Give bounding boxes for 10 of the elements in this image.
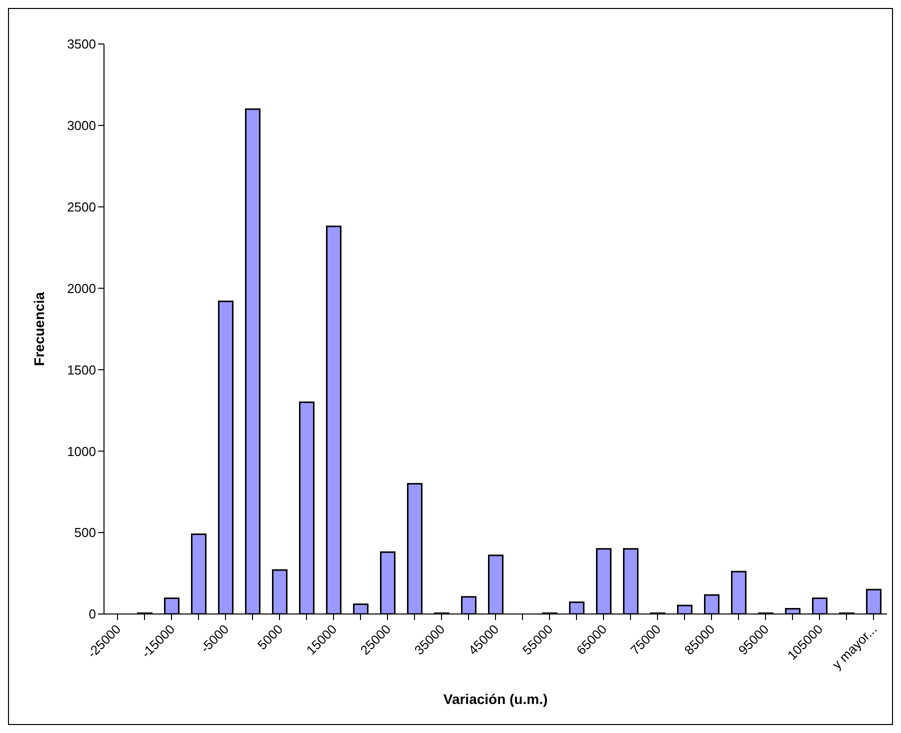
y-tick-label: 2500 (67, 199, 96, 214)
y-tick-label: 1500 (67, 362, 96, 378)
y-tick-label: 3000 (67, 118, 96, 134)
y-tick-label: 0 (88, 606, 96, 622)
x-axis-title: Variación (u.m.) (443, 691, 548, 707)
y-tick-label: 500 (74, 525, 96, 540)
y-tick-label: 3500 (67, 36, 96, 52)
y-tick-label: 1000 (67, 444, 96, 459)
y-tick-label: 2000 (67, 280, 96, 296)
y-axis-title: Frecuencia (30, 292, 47, 366)
